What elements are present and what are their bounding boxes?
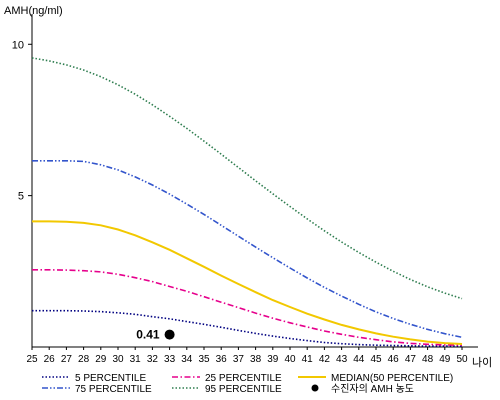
patient-marker: 0.41 — [136, 328, 175, 342]
x-tick-label: 26 — [44, 354, 56, 365]
x-tick-label: 47 — [405, 354, 417, 365]
x-tick-label: 43 — [336, 354, 348, 365]
x-tick-label: 38 — [250, 354, 262, 365]
x-tick-label: 25 — [26, 354, 38, 365]
patient-amh-value-label: 0.41 — [136, 328, 160, 342]
chart-axes: AMH(ng/ml) 나이 — [4, 5, 492, 369]
patient-amh-point — [164, 329, 175, 340]
series-line-5-percentile — [32, 309, 462, 347]
x-tick-label: 46 — [388, 354, 400, 365]
x-tick-label: 31 — [130, 354, 142, 365]
series-line-25-percentile — [32, 268, 463, 346]
x-tick-label: 27 — [61, 354, 73, 365]
y-tick-label: 10 — [12, 39, 24, 51]
series-line-95-percentile — [31, 57, 463, 300]
x-tick-label: 42 — [319, 354, 331, 365]
legend-label: 75 PERCENTILE — [75, 384, 152, 395]
x-tick-label: 49 — [439, 354, 451, 365]
x-tick-label: 28 — [78, 354, 90, 365]
x-tick-label: 33 — [164, 354, 176, 365]
legend-label: 95 PERCENTILE — [205, 384, 282, 395]
x-tick-label: 44 — [353, 354, 365, 365]
legend-label: 25 PERCENTILE — [205, 373, 282, 384]
x-ticks: 25 26 27 28 29 30 31 32 33 34 35 36 37 38 39 40 41 42 43 44… — [26, 347, 468, 365]
x-tick-label: 34 — [181, 354, 193, 365]
x-axis-title: 나이 — [472, 356, 492, 369]
y-ticks: 5 10 — [12, 39, 32, 203]
x-tick-label: 35 — [198, 354, 210, 365]
x-tick-label: 39 — [267, 354, 279, 365]
series-lines — [31, 57, 463, 347]
x-tick-label: 29 — [95, 354, 107, 365]
x-tick-label: 45 — [370, 354, 382, 365]
x-tick-label: 32 — [147, 354, 159, 365]
legend-label: 5 PERCENTILE — [75, 373, 146, 384]
x-tick-label: 50 — [456, 354, 468, 365]
x-tick-label: 37 — [233, 354, 245, 365]
legend-label: MEDIAN(50 PERCENTILE) — [331, 373, 453, 384]
x-tick-label: 40 — [284, 354, 296, 365]
series-line-75-percentile — [32, 160, 463, 339]
legend-marker-swatch — [311, 384, 319, 392]
x-tick-label: 41 — [302, 354, 314, 365]
x-tick-label: 48 — [422, 354, 434, 365]
x-tick-label: 30 — [112, 354, 124, 365]
series-line-median-50-percentile — [32, 220, 463, 345]
y-tick-label: 5 — [18, 191, 24, 203]
legend-label-patient: 수진자의 AMH 농도 — [331, 383, 414, 395]
y-axis-title: AMH(ng/ml) — [4, 5, 63, 17]
x-tick-label: 36 — [216, 354, 228, 365]
